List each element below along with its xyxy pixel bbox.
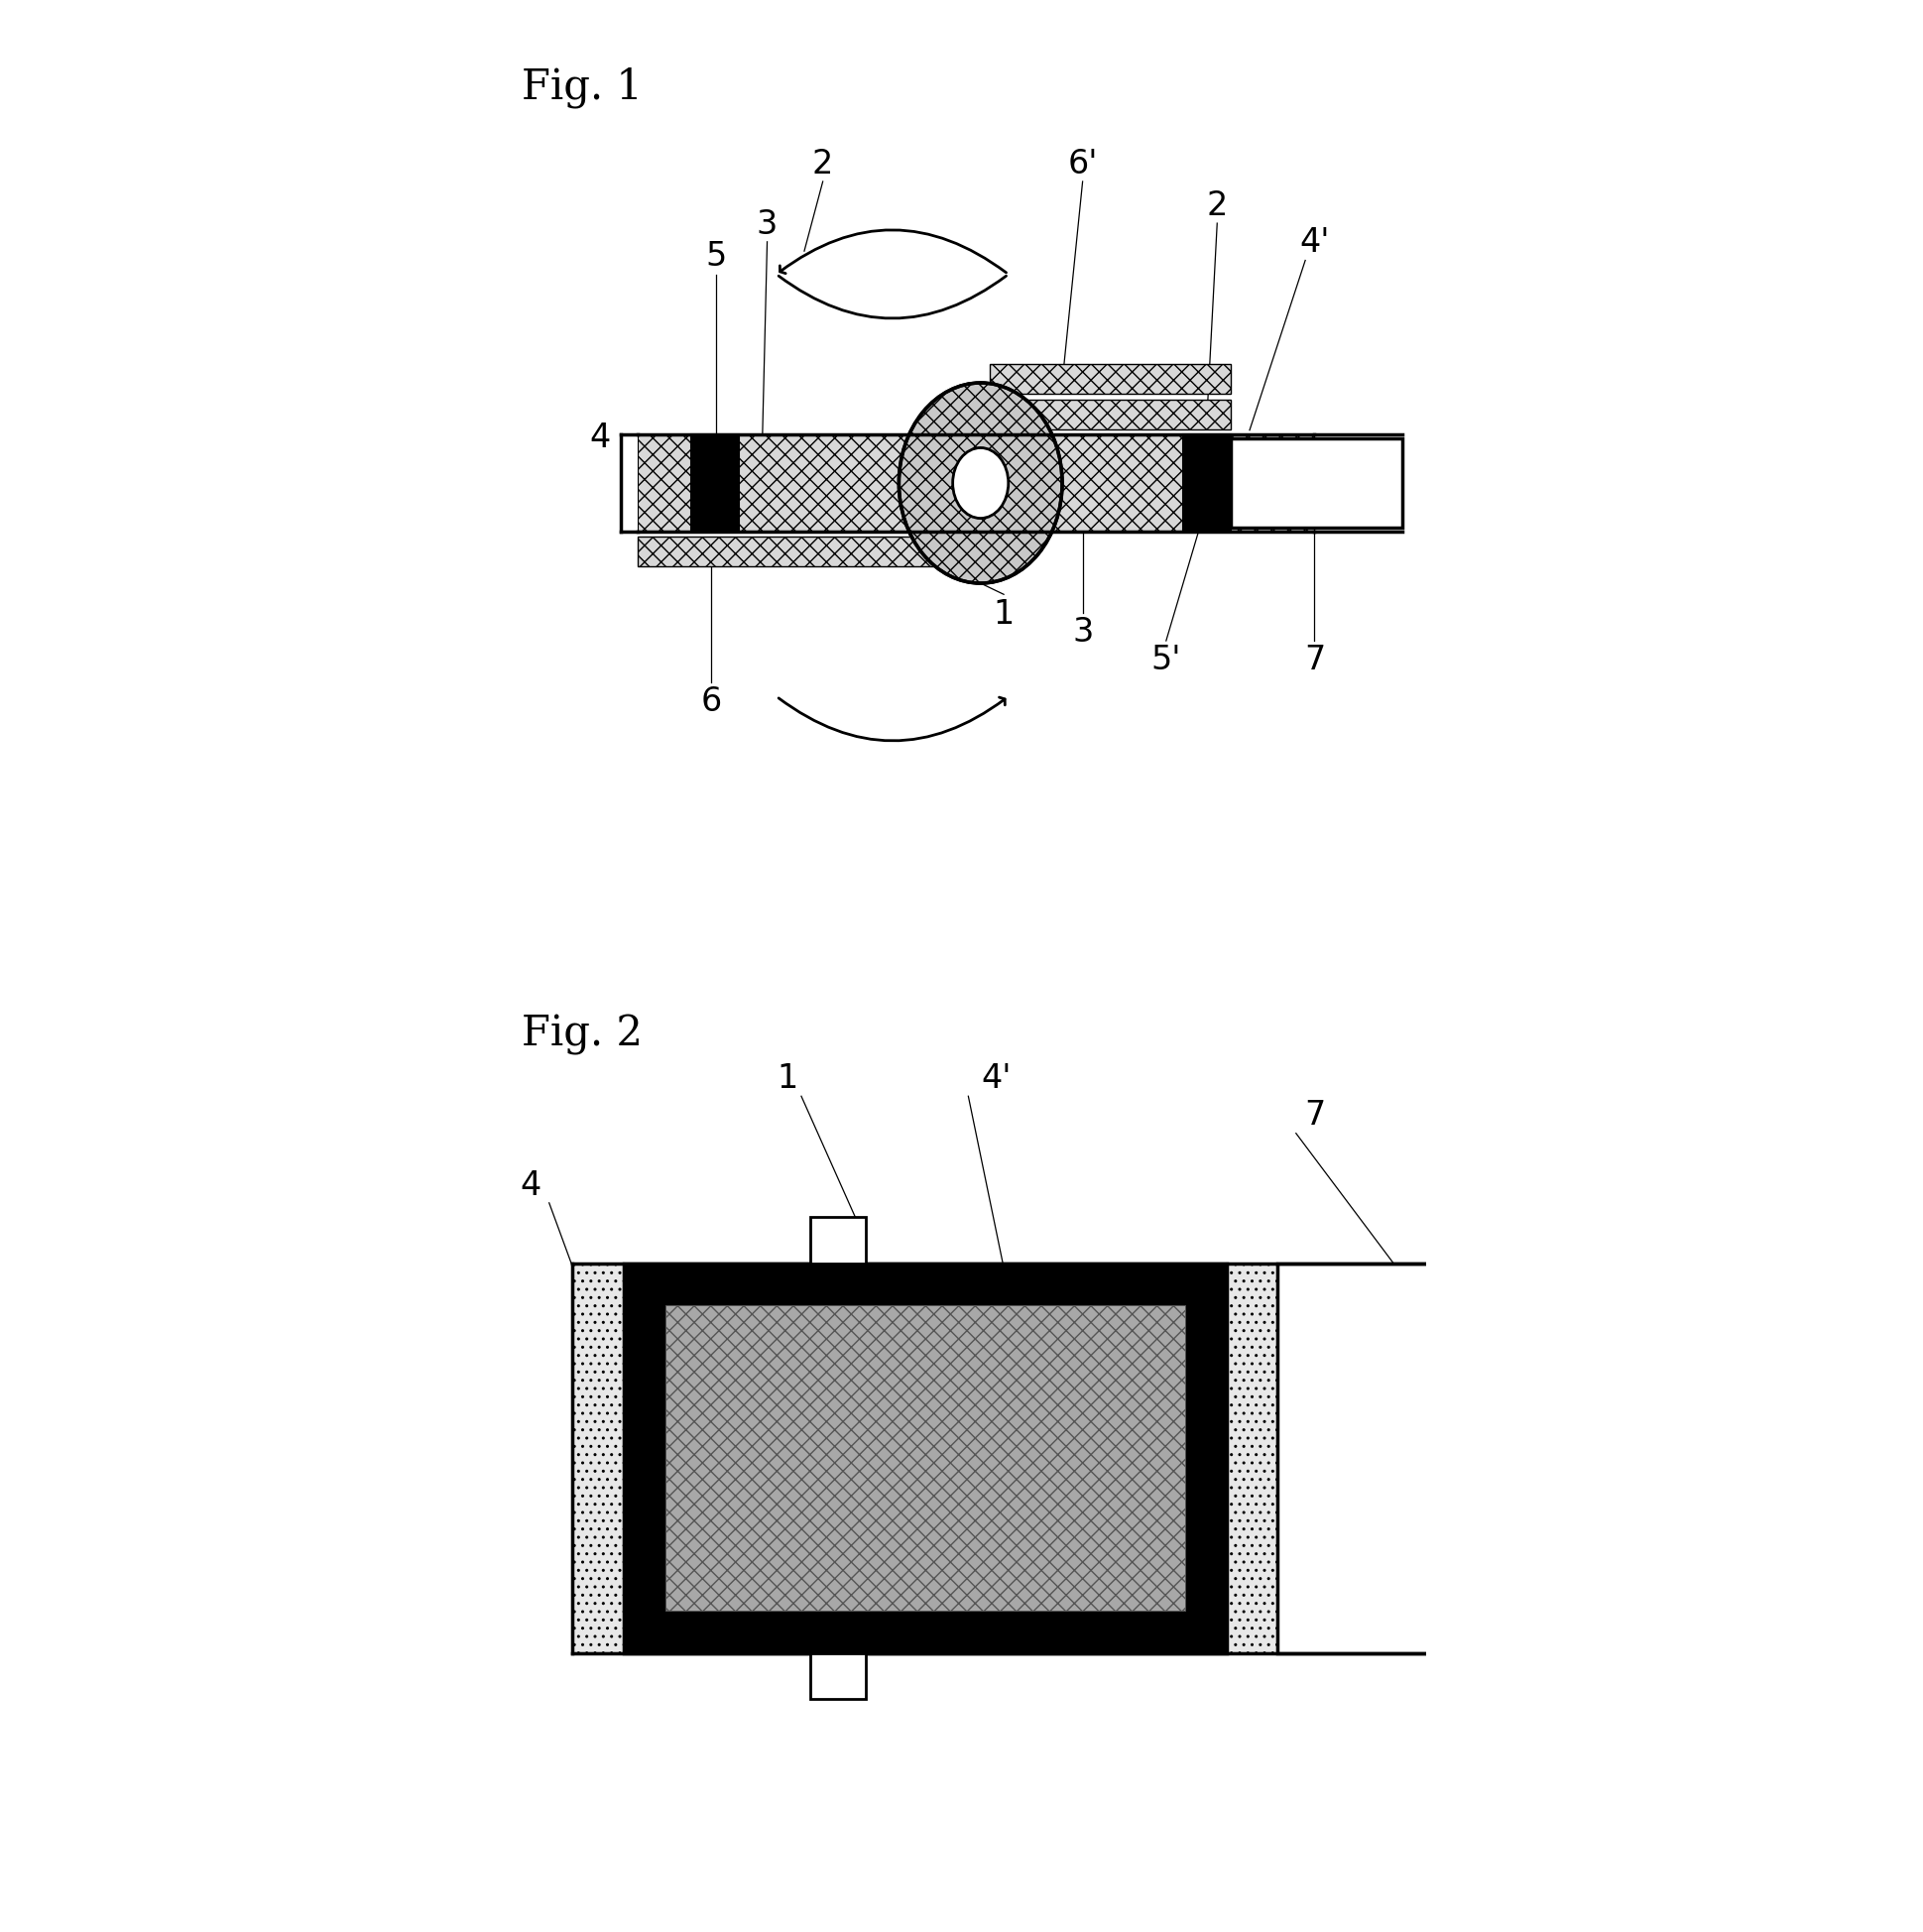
Text: 6: 6 xyxy=(700,686,721,719)
Bar xyxy=(571,1264,623,1654)
Bar xyxy=(1277,1264,1510,1654)
Text: 2: 2 xyxy=(812,147,833,180)
Bar xyxy=(988,365,1231,394)
Bar xyxy=(1225,1264,1277,1654)
Text: 5': 5' xyxy=(1150,643,1181,676)
Bar xyxy=(637,435,1313,531)
Bar xyxy=(690,435,738,531)
Ellipse shape xyxy=(952,448,1008,520)
Text: 3: 3 xyxy=(756,209,777,240)
Bar xyxy=(810,1654,865,1700)
Text: 1: 1 xyxy=(992,597,1013,630)
Text: Fig. 1: Fig. 1 xyxy=(521,66,642,108)
Bar xyxy=(988,400,1231,431)
Bar xyxy=(1231,439,1402,527)
Text: 1: 1 xyxy=(777,1063,798,1094)
Bar xyxy=(637,537,962,568)
Text: 7: 7 xyxy=(1304,643,1325,676)
Bar xyxy=(623,1264,1225,1654)
Bar xyxy=(810,1217,865,1264)
Ellipse shape xyxy=(898,384,1061,583)
Text: 2: 2 xyxy=(1206,189,1227,222)
Text: 4: 4 xyxy=(519,1169,540,1202)
Text: Fig. 2: Fig. 2 xyxy=(521,1012,642,1055)
Text: 7: 7 xyxy=(1304,1099,1325,1132)
Text: 6': 6' xyxy=(1067,147,1098,180)
Text: 4': 4' xyxy=(981,1063,1011,1094)
Text: 4': 4' xyxy=(1298,226,1329,259)
Text: 3: 3 xyxy=(1071,616,1092,649)
Bar xyxy=(1183,435,1231,531)
Text: 4: 4 xyxy=(588,421,610,454)
Text: 5: 5 xyxy=(706,240,727,272)
Bar xyxy=(665,1306,1185,1611)
